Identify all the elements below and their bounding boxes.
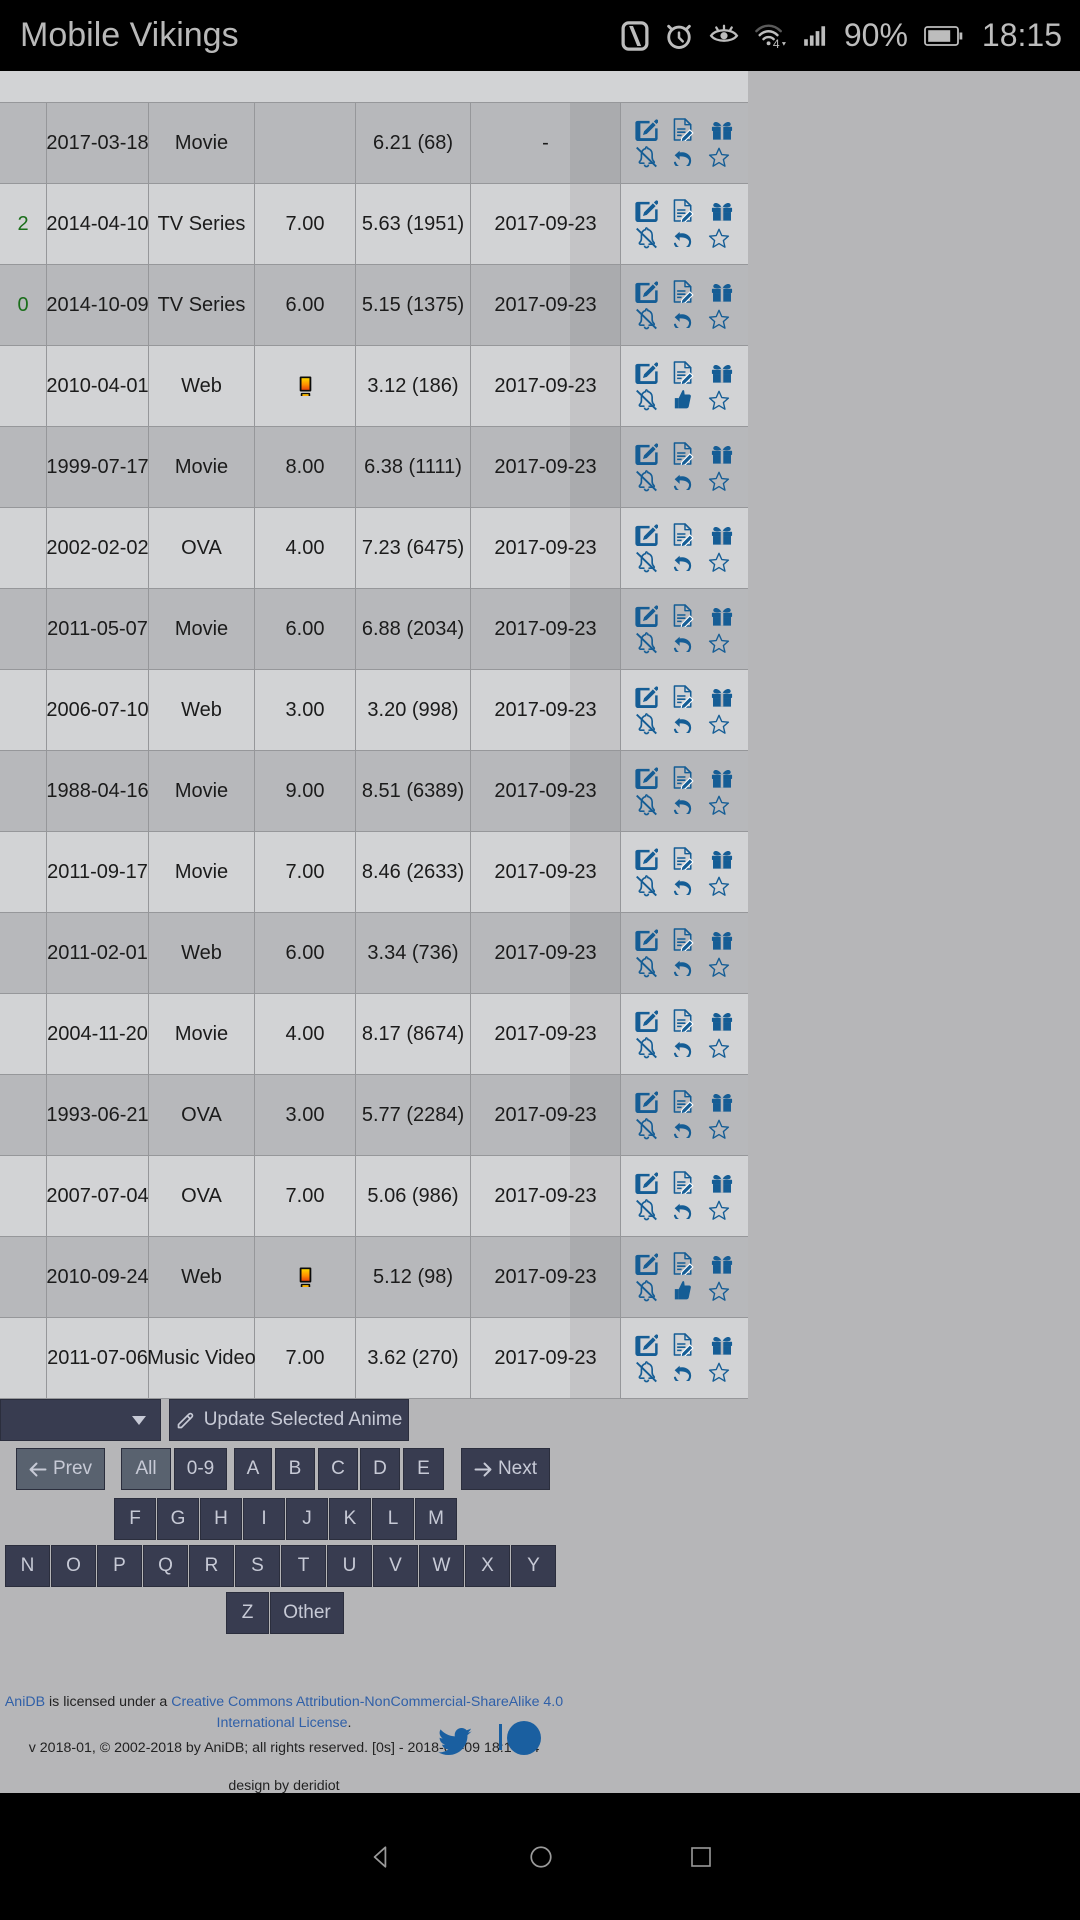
svg-text:4: 4 xyxy=(773,37,780,51)
